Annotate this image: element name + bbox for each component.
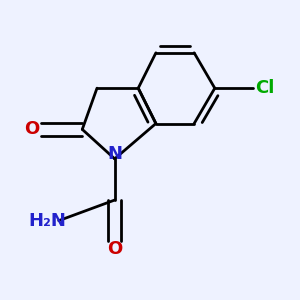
Text: O: O <box>107 240 122 258</box>
Text: O: O <box>25 120 40 138</box>
Text: H₂N: H₂N <box>28 212 66 230</box>
Text: N: N <box>107 146 122 164</box>
Text: Cl: Cl <box>255 79 274 97</box>
